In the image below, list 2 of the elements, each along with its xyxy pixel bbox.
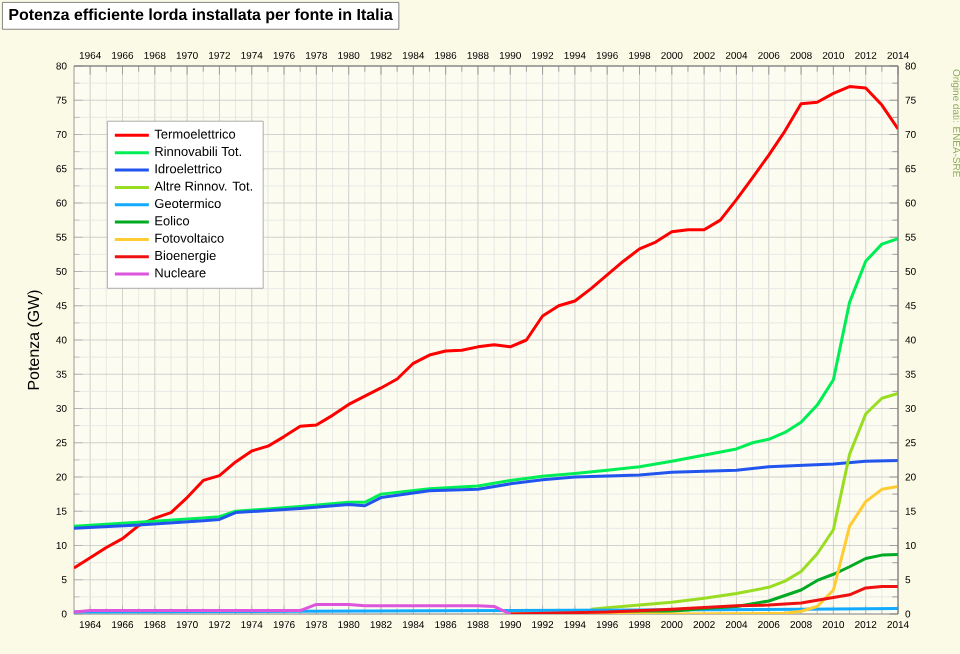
line-series: [508, 585, 899, 614]
line-series: [74, 459, 899, 530]
